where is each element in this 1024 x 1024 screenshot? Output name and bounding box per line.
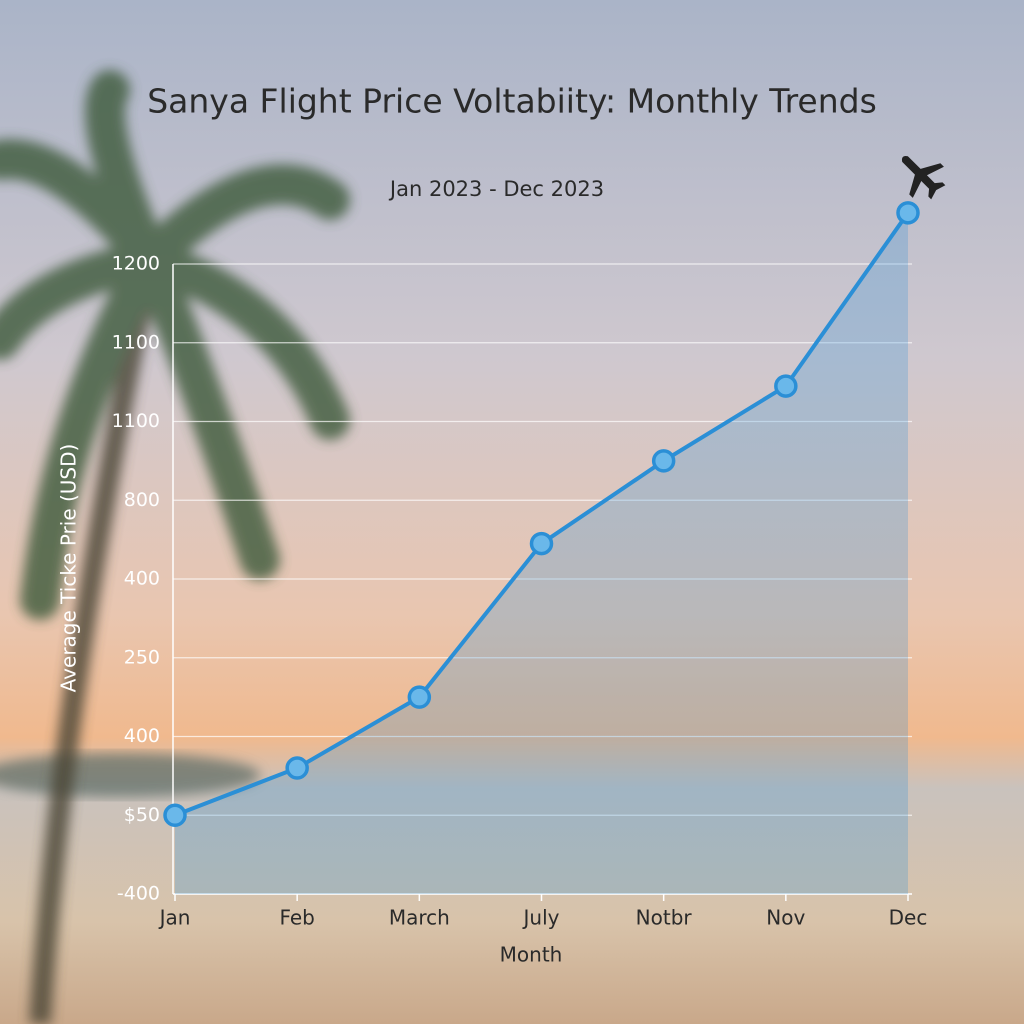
palm-tree [0, 70, 350, 1024]
x-tick-label: Jan [158, 906, 191, 930]
y-tick-label: 1100 [112, 331, 160, 353]
x-tick-label: Nov [766, 906, 805, 930]
y-tick-label: 800 [124, 489, 160, 511]
y-tick-label: 400 [124, 725, 160, 747]
airplane-icon [901, 155, 946, 200]
x-tick-label: Feb [279, 906, 314, 930]
y-tick-label: 400 [124, 568, 160, 590]
y-tick-label: 1200 [112, 253, 160, 275]
point [529, 531, 554, 556]
x-axis-label: Month [500, 943, 563, 967]
point [651, 449, 676, 473]
x-tick-label: July [522, 906, 560, 930]
x-tick-label: Dec [889, 906, 928, 930]
chart-subtitle: Jan 2023 - Dec 2023 [388, 177, 604, 201]
point [285, 756, 309, 780]
y-tick-label: 250 [124, 646, 160, 668]
point [163, 803, 187, 827]
y-tick-label: -400 [117, 883, 160, 905]
y-axis-label: Average Ticke Prie (USD) [57, 444, 81, 693]
y-tick-label: 1100 [112, 410, 160, 432]
y-tick-label: $50 [124, 804, 160, 826]
x-tick-label: March [389, 906, 450, 930]
point [774, 374, 798, 398]
plot-area: -400 $50 400 250 400 800 1100 1100 1200 Jan Feb Mar… [112, 201, 928, 930]
x-tick-label: Notbr [636, 906, 693, 930]
point [407, 685, 432, 709]
chart-title: Sanya Flight Price Voltabiity: Monthly T… [147, 82, 877, 121]
point [896, 201, 920, 225]
